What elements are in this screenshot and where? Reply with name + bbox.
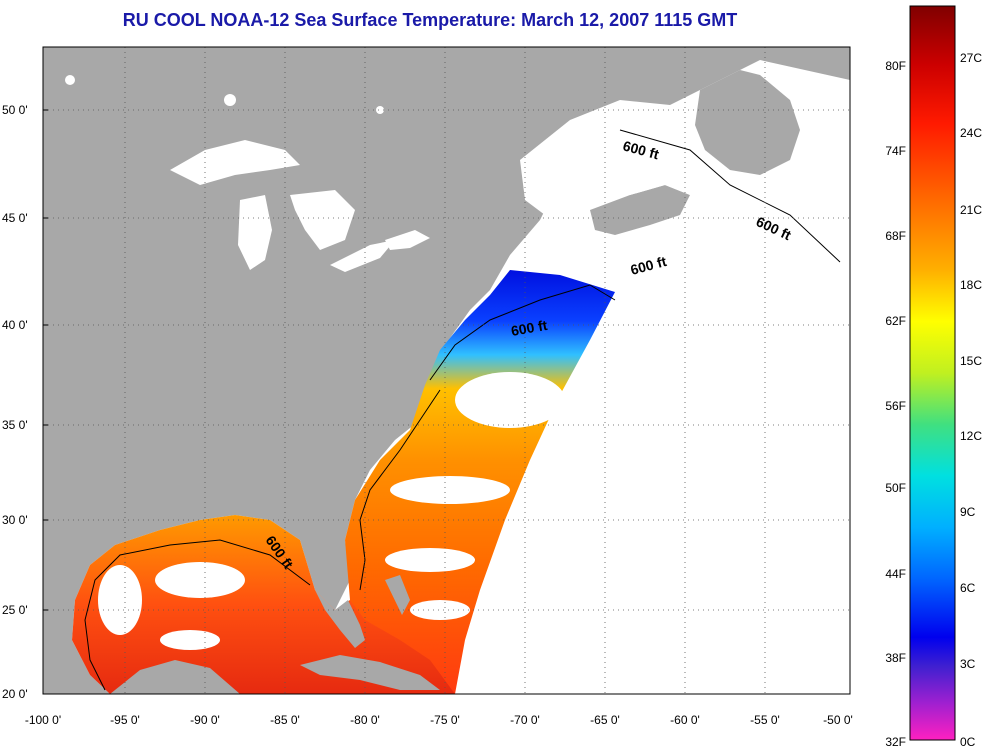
depth-contour-600ft <box>84 129 841 691</box>
colorbar-f-label: 56F <box>885 399 906 413</box>
colorbar-c-label: 27C <box>960 51 982 65</box>
colorbar-f-label: 38F <box>885 651 906 665</box>
x-tick-label: -95 0' <box>110 713 140 727</box>
y-tick-label: 35 0' <box>2 418 28 432</box>
colorbar: 80F 74F 68F 62F 56F 50F 44F 38F 32F 27C … <box>885 5 982 749</box>
cloud-patch <box>390 476 510 504</box>
cloud-patch <box>455 372 565 428</box>
sst-gulf-of-mexico <box>72 515 455 694</box>
x-tick-label: -75 0' <box>430 713 460 727</box>
colorbar-f-label: 74F <box>885 144 906 158</box>
lake-michigan <box>238 195 272 270</box>
colorbar-c-label: 0C <box>960 735 976 749</box>
colorbar-f-label: 32F <box>885 735 906 749</box>
land-bahamas <box>385 575 410 615</box>
y-tick-label: 20 0' <box>2 687 28 701</box>
colorbar-c-label: 3C <box>960 657 976 671</box>
colorbar-f-label: 80F <box>885 59 906 73</box>
x-tick-label: -100 0' <box>25 713 61 727</box>
land-yucatan <box>110 660 240 694</box>
colorbar-c-label: 9C <box>960 505 976 519</box>
cloud-patch <box>410 600 470 620</box>
colorbar-gradient <box>909 5 956 741</box>
land-cuba <box>300 655 440 690</box>
land-newfoundland <box>695 70 800 175</box>
land-florida <box>315 590 365 648</box>
colorbar-c-label: 6C <box>960 581 976 595</box>
y-tick-label: 30 0' <box>2 513 28 527</box>
y-tick-label: 25 0' <box>2 603 28 617</box>
y-tick-label: 50 0' <box>2 103 28 117</box>
x-tick-label: -65 0' <box>590 713 620 727</box>
cloud-patch <box>98 565 142 635</box>
contour-label: 600 ft <box>510 317 549 339</box>
x-tick-label: -50 0' <box>823 713 853 727</box>
colorbar-c-label: 18C <box>960 278 982 292</box>
lake-huron <box>290 190 355 250</box>
colorbar-f-label: 62F <box>885 314 906 328</box>
colorbar-c-label: 21C <box>960 203 982 217</box>
x-tick-label: -55 0' <box>750 713 780 727</box>
x-tick-label: -60 0' <box>670 713 700 727</box>
x-tick-label: -80 0' <box>350 713 380 727</box>
water-gulf-st-lawrence <box>520 100 700 215</box>
cloud-patch <box>160 630 220 650</box>
cloud-patch <box>155 562 245 598</box>
lake-ontario <box>385 230 430 250</box>
x-tick-label: -70 0' <box>510 713 540 727</box>
map-title: RU COOL NOAA-12 Sea Surface Temperature:… <box>122 10 738 30</box>
y-axis: 50 0' 45 0' 40 0' 35 0' 30 0' 25 0' 20 0… <box>2 103 48 701</box>
x-tick-label: -90 0' <box>190 713 220 727</box>
colorbar-f-label: 68F <box>885 229 906 243</box>
small-lake <box>65 75 75 85</box>
x-tick-label: -85 0' <box>270 713 300 727</box>
y-tick-label: 40 0' <box>2 318 28 332</box>
colorbar-f-label: 50F <box>885 481 906 495</box>
colorbar-c-label: 12C <box>960 429 982 443</box>
colorbar-f-label: 44F <box>885 567 906 581</box>
colorbar-c-label: 15C <box>960 354 982 368</box>
map-layers: 600 ft 600 ft 600 ft 600 ft 600 ft <box>43 47 850 694</box>
lake-erie <box>330 240 395 272</box>
land-nova-scotia <box>590 185 690 235</box>
cloud-patch <box>385 548 475 572</box>
lake-superior <box>170 140 300 185</box>
colorbar-c-label: 24C <box>960 126 982 140</box>
small-lake <box>224 94 236 106</box>
y-tick-label: 45 0' <box>2 211 28 225</box>
x-axis: -100 0' -95 0' -90 0' -85 0' -80 0' -75 … <box>25 713 853 727</box>
small-lake <box>376 106 384 114</box>
plot-frame <box>42 46 851 695</box>
